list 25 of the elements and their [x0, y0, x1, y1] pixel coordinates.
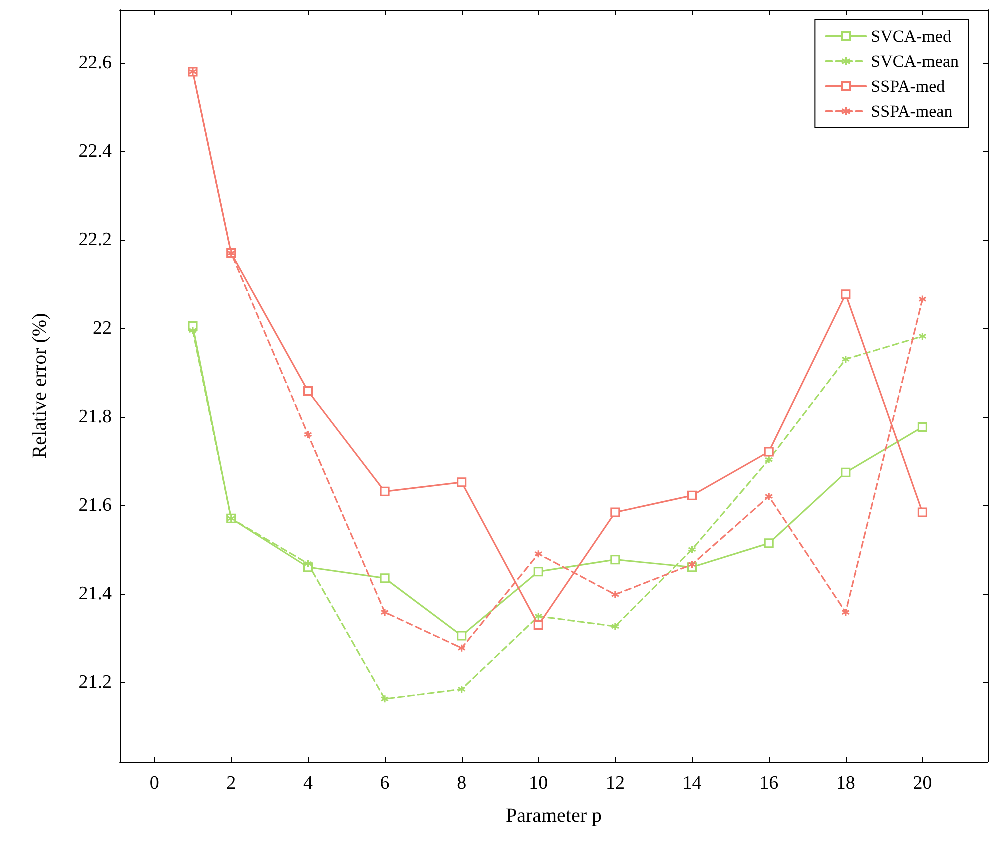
y-tick-label: 21.6 — [78, 494, 112, 516]
y-tick-label: 22.4 — [78, 141, 112, 162]
x-tick-label: 16 — [760, 773, 779, 794]
x-tick-label: 18 — [836, 773, 856, 794]
x-tick-label: 8 — [457, 773, 467, 794]
x-axis-title: Parameter p — [504, 805, 604, 828]
x-tick-label: 2 — [226, 773, 236, 794]
y-tick-label: 21.4 — [78, 583, 112, 604]
x-tick-label: 20 — [913, 773, 932, 794]
y-tick-label: 21.2 — [78, 672, 112, 693]
y-axis-title: Relative error (%) — [29, 313, 51, 459]
y-tick-label: 22 — [93, 318, 112, 339]
x-tick-label: 0 — [150, 773, 160, 794]
x-tick-label: 6 — [380, 773, 390, 794]
x-tick-label: 4 — [303, 773, 314, 794]
y-tick-label: 22.6 — [78, 52, 112, 74]
x-tick-label: 10 — [529, 773, 548, 794]
legend-label: SVCA-med — [871, 27, 952, 46]
legend-label: SVCA-mean — [871, 52, 960, 71]
legend-label: SSPA-mean — [871, 102, 954, 121]
y-tick-label: 22.2 — [78, 230, 112, 251]
y-tick-label: 21.8 — [78, 406, 112, 428]
legend-label: SSPA-med — [871, 77, 946, 96]
x-tick-label: 14 — [682, 773, 702, 794]
x-tick-label: 12 — [606, 773, 625, 794]
